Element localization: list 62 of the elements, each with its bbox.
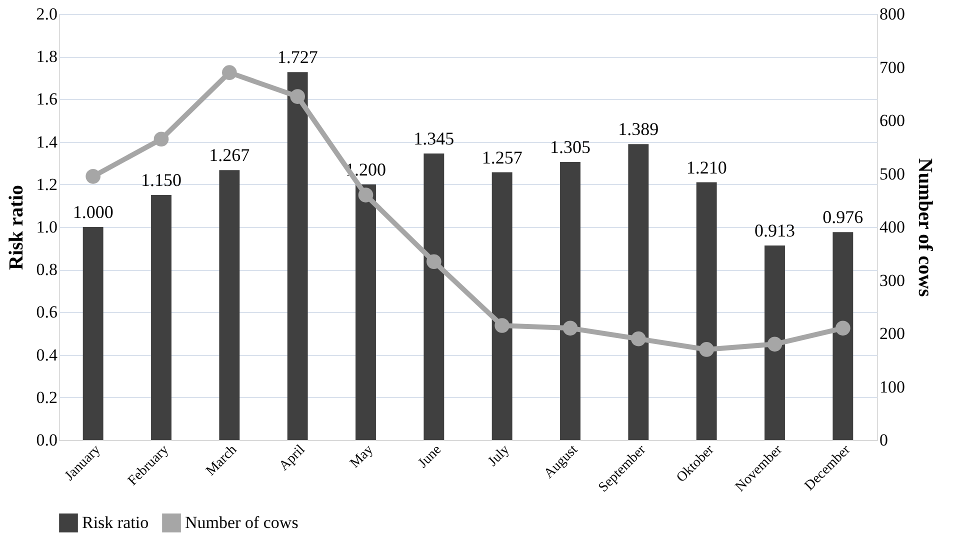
x-tick-label: May (348, 442, 376, 472)
y-tick-label: 1.6 (36, 90, 58, 109)
data-label: 1.389 (618, 119, 659, 140)
bar (356, 184, 376, 440)
y-tick-label: 1.2 (36, 174, 58, 194)
data-label: 1.727 (277, 47, 318, 68)
bar (492, 172, 512, 440)
legend-label: Number of cows (185, 512, 298, 532)
data-label: 1.267 (209, 145, 250, 166)
point (358, 188, 374, 202)
point (154, 132, 169, 147)
y2-tick-label: 300 (880, 270, 905, 290)
point (767, 336, 782, 352)
point (836, 320, 850, 336)
y2-tick-label: 0 (880, 430, 888, 450)
bar (219, 170, 240, 440)
point (562, 320, 578, 336)
bar (764, 246, 785, 440)
y2-tick-label: 600 (880, 111, 905, 130)
x-tick-label: June (416, 442, 445, 472)
y2-tick-label: 800 (880, 4, 905, 24)
point (290, 89, 305, 104)
data-label: 1.257 (482, 147, 522, 168)
point (699, 342, 714, 357)
x-tick-label: July (486, 442, 513, 470)
y2-axis-title: Number of cows (914, 158, 936, 297)
y-axis-title: Risk ratio (5, 185, 28, 270)
point (631, 331, 646, 346)
y2-tick-label: 700 (880, 58, 905, 77)
point (426, 254, 442, 270)
bar (151, 195, 172, 440)
y2-tick-label: 400 (880, 218, 905, 236)
data-label: 1.305 (550, 137, 590, 158)
y2-tick-label: 500 (880, 164, 905, 184)
data-label: 0.913 (754, 220, 795, 241)
bar (628, 144, 649, 440)
data-label: 1.345 (414, 128, 454, 149)
y-tick-label: 0.8 (36, 260, 58, 280)
point (86, 169, 100, 184)
y-tick-label: 0.2 (36, 388, 58, 407)
y2-tick-label: 200 (880, 324, 905, 343)
bar (424, 154, 444, 440)
point (494, 318, 510, 333)
data-label: 0.976 (822, 207, 864, 228)
data-label: 1.150 (141, 170, 182, 190)
y-tick-label: 1.0 (36, 218, 58, 236)
y-tick-label: 0.6 (36, 302, 58, 322)
y-tick-label: 2.0 (36, 4, 58, 24)
bar (696, 182, 717, 440)
data-label: 1.000 (72, 202, 114, 222)
bar (82, 227, 104, 440)
point (222, 65, 237, 80)
y-tick-label: 1.8 (36, 47, 58, 66)
y-tick-label: 0.4 (36, 345, 58, 364)
data-label: 1.210 (686, 157, 727, 178)
legend-label: Risk ratio (82, 512, 149, 532)
bar (560, 162, 580, 440)
bar (287, 72, 308, 440)
y-tick-label: 0.0 (36, 430, 58, 450)
y-tick-label: 1.4 (36, 132, 58, 152)
y2-tick-label: 100 (880, 377, 905, 396)
bar (832, 232, 854, 440)
